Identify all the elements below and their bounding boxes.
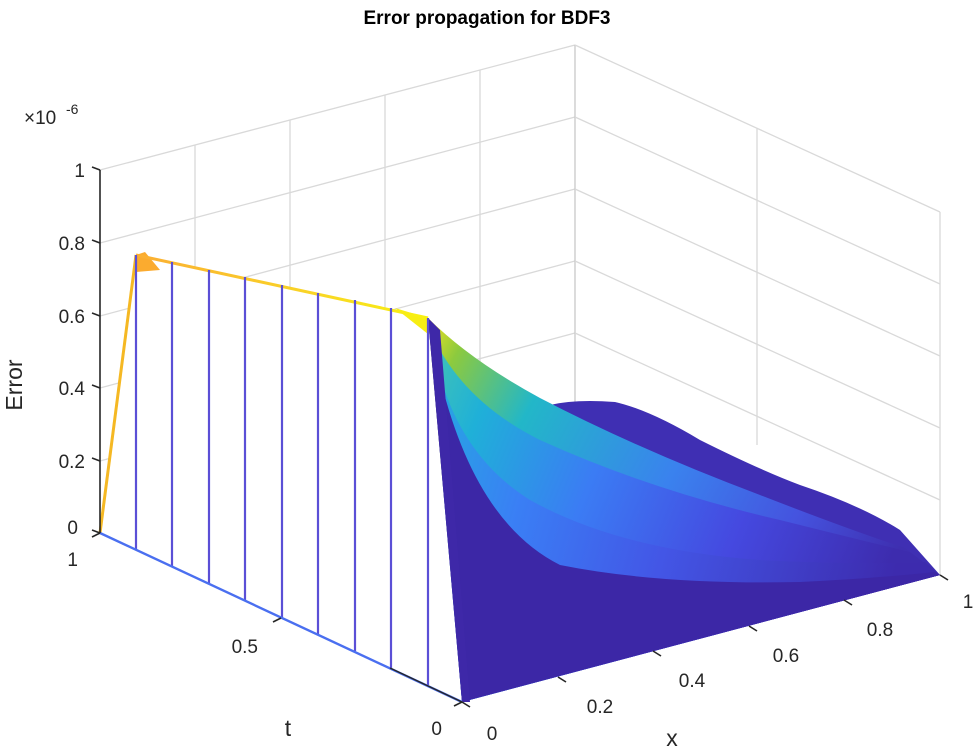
x-tick-labels: 0 0.2 0.4 0.6 0.8 1 [487, 592, 974, 745]
chart-title: Error propagation for BDF3 [363, 8, 610, 29]
svg-text:0.8: 0.8 [59, 234, 85, 255]
axes [91, 166, 949, 708]
svg-text:1: 1 [74, 161, 85, 182]
x-axis-label: x [666, 725, 678, 748]
svg-text:-6: -6 [66, 101, 79, 117]
svg-text:0.6: 0.6 [59, 307, 85, 328]
svg-text:1: 1 [67, 550, 78, 571]
svg-text:0.4: 0.4 [679, 671, 706, 692]
z-exponent-label: ×10 -6 [24, 101, 79, 129]
svg-text:0: 0 [67, 518, 78, 539]
svg-text:0: 0 [431, 719, 442, 740]
svg-text:0.6: 0.6 [773, 646, 799, 667]
svg-text:0.8: 0.8 [867, 620, 893, 641]
svg-text:0.2: 0.2 [587, 697, 613, 718]
svg-text:×10: ×10 [24, 108, 56, 129]
svg-text:0.5: 0.5 [232, 637, 258, 658]
z-tick-labels: 1 0.8 0.6 0.4 0.2 0 [59, 161, 86, 539]
svg-text:0.4: 0.4 [59, 379, 86, 400]
t-axis-label: t [285, 715, 292, 741]
z-axis-label: Error [1, 359, 27, 410]
t-tick-labels: 1 0.5 0 [67, 550, 442, 740]
svg-text:1: 1 [963, 592, 974, 613]
svg-text:0: 0 [487, 724, 498, 745]
svg-text:0.2: 0.2 [59, 452, 85, 473]
error-surface [98, 252, 940, 704]
